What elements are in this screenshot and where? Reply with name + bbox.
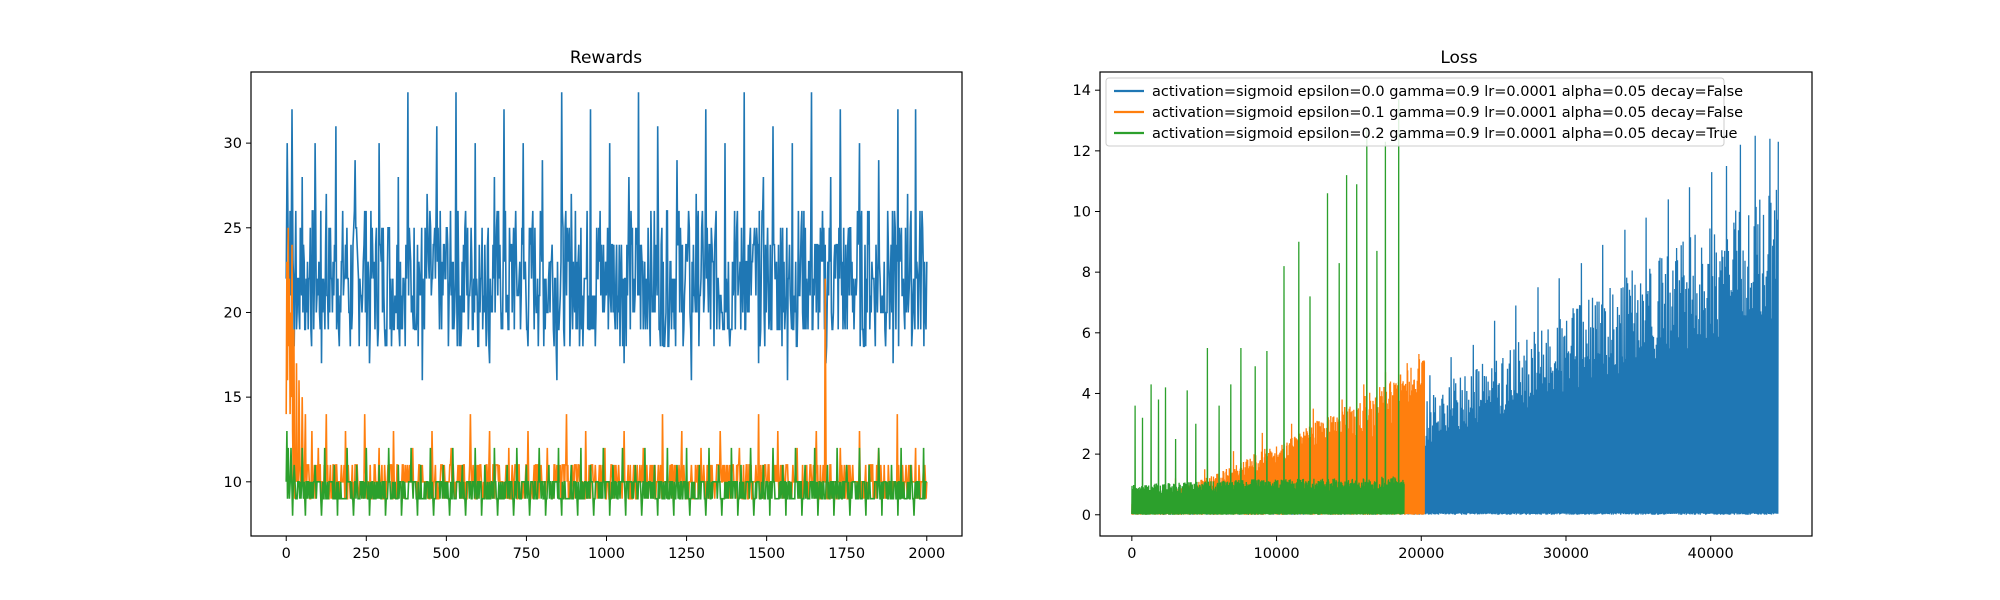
rewards-series-group bbox=[285, 92, 928, 516]
rewards-x-tick-label: 250 bbox=[352, 546, 380, 562]
loss-y-tick-label: 14 bbox=[1073, 83, 1091, 99]
loss-y-tick-label: 2 bbox=[1082, 447, 1091, 463]
loss-chart-title: Loss bbox=[1440, 48, 1477, 68]
rewards-chart-title: Rewards bbox=[570, 48, 642, 68]
rewards-x-tick-label: 750 bbox=[513, 546, 541, 562]
loss-x-ticks: 0 10000 20000 30000 40000 bbox=[1127, 536, 1734, 562]
loss-y-tick-label: 6 bbox=[1082, 326, 1091, 342]
rewards-y-tick-label: 15 bbox=[224, 390, 242, 406]
loss-series-group bbox=[1131, 99, 1779, 515]
loss-series-2-line bbox=[1131, 99, 1405, 515]
loss-x-tick-label: 30000 bbox=[1543, 546, 1589, 562]
rewards-x-tick-label: 1000 bbox=[588, 546, 625, 562]
rewards-y-tick-label: 25 bbox=[224, 221, 242, 237]
rewards-y-tick-label: 20 bbox=[224, 305, 242, 321]
legend-label-sigmoid-eps-0.2: activation=sigmoid epsilon=0.2 gamma=0.9… bbox=[1152, 126, 1738, 142]
rewards-y-tick-label: 30 bbox=[224, 136, 242, 152]
rewards-y-ticks: 10 15 20 25 30 bbox=[224, 136, 251, 491]
rewards-x-tick-label: 1250 bbox=[668, 546, 705, 562]
loss-y-ticks: 0 2 4 6 8 10 12 14 bbox=[1073, 83, 1100, 524]
loss-y-tick-label: 8 bbox=[1082, 265, 1091, 281]
rewards-series-0-line bbox=[285, 92, 928, 381]
loss-x-tick-label: 10000 bbox=[1253, 546, 1299, 562]
rewards-x-ticks: 0 250 500 750 1000 1250 1500 1750 2000 bbox=[282, 536, 945, 562]
loss-legend: activation=sigmoid epsilon=0.0 gamma=0.9… bbox=[1105, 77, 1743, 147]
loss-x-tick-label: 0 bbox=[1127, 546, 1136, 562]
legend-label-sigmoid-eps-0.1: activation=sigmoid epsilon=0.1 gamma=0.9… bbox=[1152, 105, 1743, 121]
loss-chart: Loss 0 10000 20000 30000 40000 0 2 4 6 8 10 12 14 a… bbox=[1073, 48, 1813, 562]
rewards-x-tick-label: 1750 bbox=[828, 546, 865, 562]
rewards-series-2-line bbox=[285, 430, 927, 516]
rewards-chart: Rewards 0 250 500 750 1000 1250 1500 1750 2000 1… bbox=[224, 48, 963, 562]
loss-y-tick-label: 10 bbox=[1073, 205, 1091, 221]
loss-x-tick-label: 40000 bbox=[1688, 546, 1734, 562]
loss-y-tick-label: 12 bbox=[1073, 144, 1091, 160]
legend-frame bbox=[1105, 77, 1725, 147]
loss-y-tick-label: 4 bbox=[1082, 386, 1091, 402]
rewards-x-tick-label: 1500 bbox=[748, 546, 785, 562]
rewards-x-tick-label: 0 bbox=[282, 546, 291, 562]
loss-axes-frame bbox=[1099, 71, 1813, 537]
loss-x-tick-label: 20000 bbox=[1398, 546, 1444, 562]
rewards-x-tick-label: 2000 bbox=[908, 546, 945, 562]
legend-label-sigmoid-eps-0.0: activation=sigmoid epsilon=0.0 gamma=0.9… bbox=[1152, 84, 1743, 100]
loss-y-tick-label: 0 bbox=[1082, 508, 1091, 524]
rewards-y-tick-label: 10 bbox=[224, 475, 242, 491]
rewards-x-tick-label: 500 bbox=[433, 546, 461, 562]
